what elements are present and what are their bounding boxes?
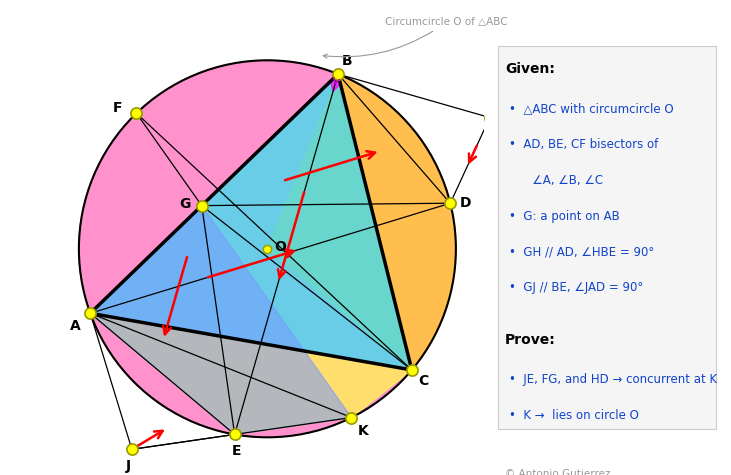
Polygon shape [79,60,456,437]
Text: •  △ABC with circumcircle O: • △ABC with circumcircle O [510,102,674,115]
Text: G: G [179,197,191,211]
Text: Circumcircle O of △ABC: Circumcircle O of △ABC [323,17,508,58]
Point [444,200,456,207]
Polygon shape [330,74,341,91]
Text: •  G: a point on AB: • G: a point on AB [510,209,620,223]
Point [229,431,240,438]
Text: •  JE, FG, and HD → concurrent at K: • JE, FG, and HD → concurrent at K [510,373,717,386]
Text: •  GH // AD, ∠HBE = 90°: • GH // AD, ∠HBE = 90° [510,246,654,258]
Text: H: H [497,109,509,123]
Text: Prove:: Prove: [504,333,556,347]
Polygon shape [90,74,412,370]
Text: J: J [126,459,131,473]
Point [332,70,344,78]
Point [131,109,143,117]
Text: Given:: Given: [504,62,555,76]
Text: O: O [275,240,287,254]
Point [126,446,137,453]
Point [406,366,417,374]
Text: C: C [418,374,428,388]
Point [484,114,496,122]
FancyBboxPatch shape [498,46,716,429]
Text: © Antonio Gutierrez
www.gogeometry.com: © Antonio Gutierrez www.gogeometry.com [504,469,621,475]
Text: K: K [357,424,368,437]
Text: ∠A, ∠B, ∠C: ∠A, ∠B, ∠C [520,174,603,187]
Text: •  K →  lies on circle O: • K → lies on circle O [510,409,639,422]
Text: B: B [342,54,353,68]
Point [84,310,96,317]
Polygon shape [268,74,456,370]
Text: D: D [460,196,471,210]
Point [346,414,357,421]
Text: E: E [232,445,241,458]
Point [262,245,273,253]
Text: •  GJ // BE, ∠JAD = 90°: • GJ // BE, ∠JAD = 90° [510,281,643,294]
Polygon shape [90,206,352,435]
Text: F: F [113,101,122,114]
Text: A: A [69,320,80,333]
Polygon shape [90,314,412,435]
Point [196,202,208,209]
Polygon shape [79,60,412,437]
Text: •  AD, BE, CF bisectors of: • AD, BE, CF bisectors of [510,138,659,151]
